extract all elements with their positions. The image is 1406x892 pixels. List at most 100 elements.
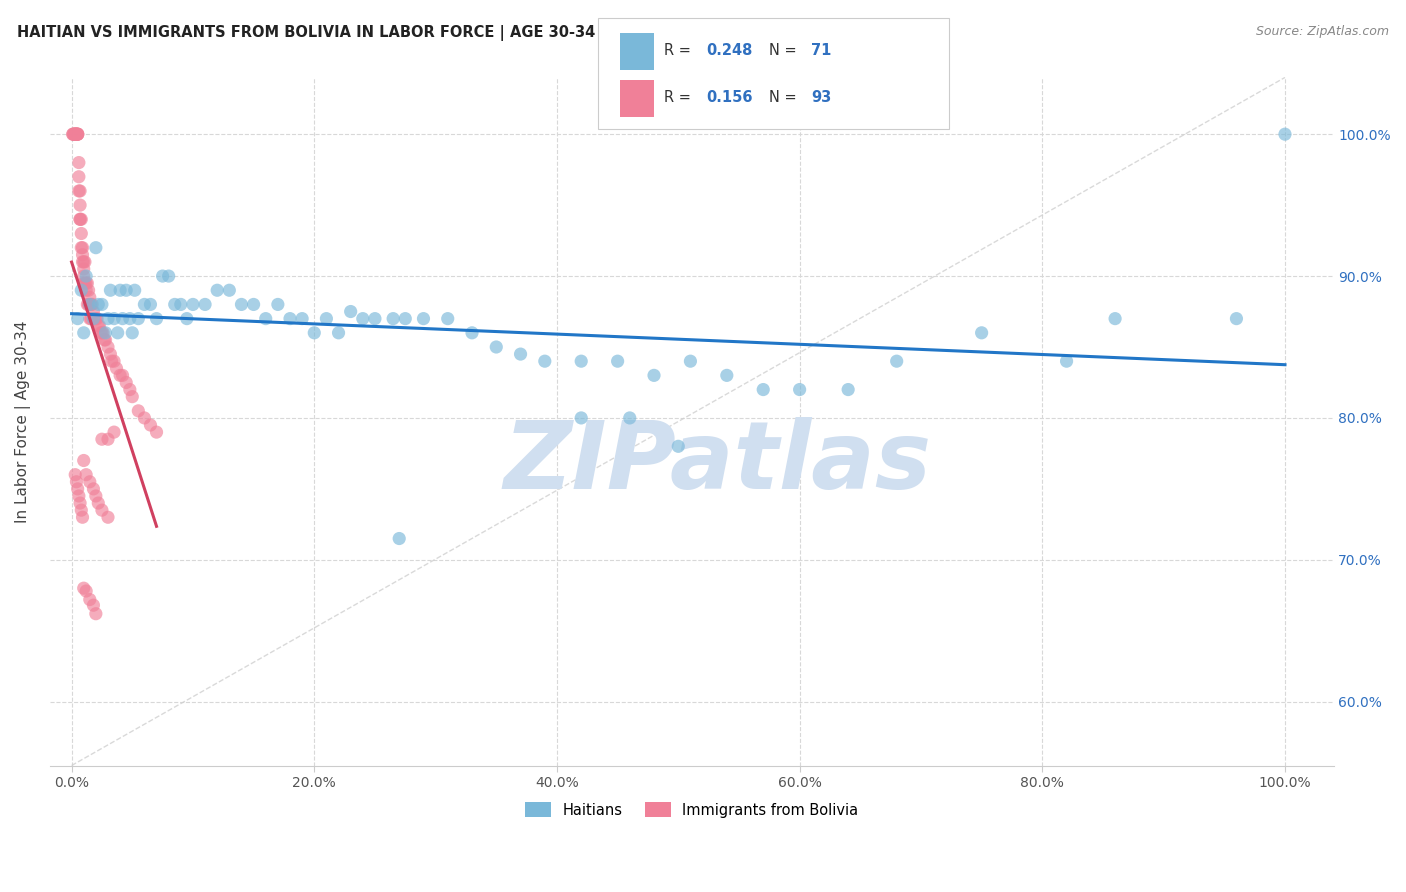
Point <box>304 326 326 340</box>
Point <box>254 311 277 326</box>
Point <box>79 297 101 311</box>
Text: Source: ZipAtlas.com: Source: ZipAtlas.com <box>1256 25 1389 38</box>
Point <box>65 127 87 141</box>
Point <box>69 496 91 510</box>
Point <box>75 283 97 297</box>
Point <box>75 268 97 283</box>
Point <box>145 311 167 326</box>
Point <box>66 127 89 141</box>
Point <box>115 283 138 297</box>
Point <box>83 311 105 326</box>
Point <box>65 127 87 141</box>
Point <box>63 127 86 141</box>
Point <box>157 268 180 283</box>
Point <box>886 354 908 368</box>
Point <box>789 383 811 397</box>
Point <box>89 318 111 333</box>
Point <box>66 127 89 141</box>
Point <box>70 241 93 255</box>
Point <box>108 368 131 383</box>
Point <box>127 404 149 418</box>
Point <box>97 311 120 326</box>
Point <box>163 297 186 311</box>
Point <box>70 283 93 297</box>
Point <box>69 184 91 198</box>
Point <box>533 354 555 368</box>
Point <box>152 268 174 283</box>
Point <box>63 127 86 141</box>
Point <box>134 297 156 311</box>
Point <box>79 475 101 489</box>
Point <box>80 311 103 326</box>
Point <box>82 598 104 612</box>
Point <box>231 297 253 311</box>
Point <box>509 347 531 361</box>
Text: 93: 93 <box>811 90 831 105</box>
Point <box>394 311 416 326</box>
Text: ZIPatlas: ZIPatlas <box>503 417 931 508</box>
Point <box>1056 354 1078 368</box>
Point <box>82 304 104 318</box>
Point <box>388 532 411 546</box>
Point <box>67 489 90 503</box>
Point <box>752 383 775 397</box>
Point <box>105 361 128 376</box>
Point <box>100 347 122 361</box>
Point <box>72 241 94 255</box>
Point <box>69 198 91 212</box>
Point <box>73 255 96 269</box>
Point <box>176 311 198 326</box>
Point <box>84 489 107 503</box>
Point <box>65 467 87 482</box>
Point <box>66 482 89 496</box>
Point <box>70 503 93 517</box>
Point <box>76 297 98 311</box>
Point <box>100 283 122 297</box>
Point <box>124 283 146 297</box>
Point <box>90 432 112 446</box>
Point <box>181 297 204 311</box>
Point <box>569 354 592 368</box>
Point <box>364 311 387 326</box>
Point <box>121 326 143 340</box>
Point <box>643 368 665 383</box>
Text: R =: R = <box>664 90 695 105</box>
Y-axis label: In Labor Force | Age 30-34: In Labor Force | Age 30-34 <box>15 320 31 523</box>
Point <box>82 482 104 496</box>
Point <box>75 467 97 482</box>
Point <box>100 354 122 368</box>
Point <box>103 354 125 368</box>
Point <box>103 425 125 439</box>
Point <box>108 283 131 297</box>
Point <box>75 584 97 599</box>
Point <box>67 184 90 198</box>
Point <box>66 127 89 141</box>
Point <box>1225 311 1247 326</box>
Point <box>79 311 101 326</box>
Point <box>65 127 87 141</box>
Point <box>87 318 110 333</box>
Point <box>62 127 84 141</box>
Point <box>63 127 86 141</box>
Point <box>679 354 702 368</box>
Point <box>205 283 228 297</box>
Point <box>73 255 96 269</box>
Text: HAITIAN VS IMMIGRANTS FROM BOLIVIA IN LABOR FORCE | AGE 30-34 CORRELATION CHART: HAITIAN VS IMMIGRANTS FROM BOLIVIA IN LA… <box>17 25 776 41</box>
Text: N =: N = <box>769 43 801 58</box>
Point <box>69 212 91 227</box>
Point <box>315 311 337 326</box>
Point <box>412 311 434 326</box>
Point <box>139 297 162 311</box>
Point <box>1104 311 1126 326</box>
Text: 71: 71 <box>811 43 831 58</box>
Point <box>77 297 100 311</box>
Point <box>970 326 993 340</box>
Point <box>291 311 314 326</box>
Point <box>485 340 508 354</box>
Point <box>87 496 110 510</box>
Point <box>352 311 374 326</box>
Point <box>75 276 97 290</box>
Point <box>94 333 117 347</box>
Point <box>278 311 301 326</box>
Point <box>76 276 98 290</box>
